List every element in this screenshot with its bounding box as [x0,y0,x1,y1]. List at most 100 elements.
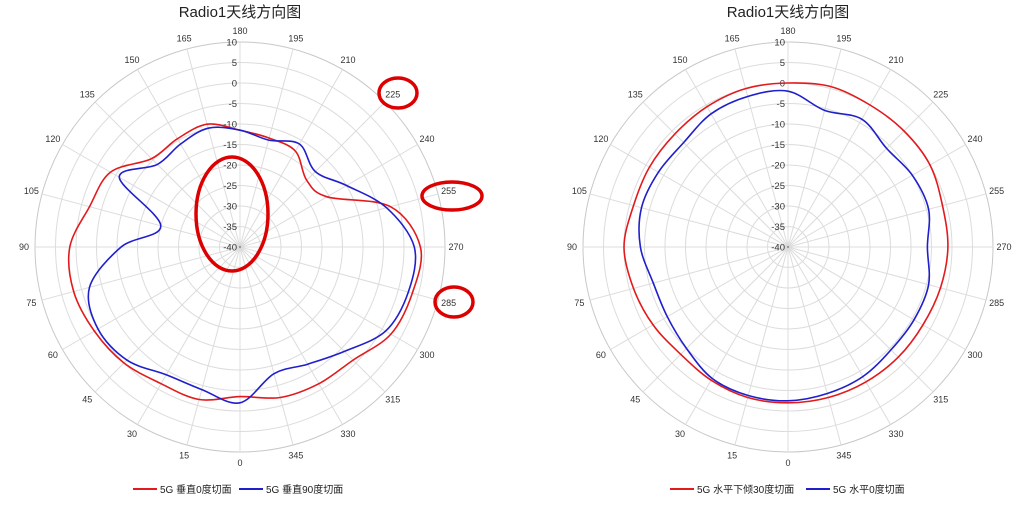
grid-spoke [239,246,439,301]
radial-tick-label: 0 [780,79,785,90]
angle-tick-label: 210 [340,55,355,65]
angle-tick-label: 255 [989,186,1004,196]
legend-label-series-2: 5G 水平0度切面 [833,483,905,496]
angle-tick-label: 315 [933,395,948,405]
angle-tick-label: 90 [19,242,29,252]
legend-label-series-2: 5G 垂直90度切面 [266,483,343,496]
radial-tick-label: -40 [223,243,237,254]
grid-spoke [642,246,789,393]
grid-spoke [610,144,789,248]
grid-spoke [239,48,294,248]
angle-tick-label: 120 [593,134,608,144]
angle-tick-label: 240 [968,134,983,144]
grid-spoke [787,246,842,446]
radial-tick-label: -25 [223,181,237,192]
left-polar-chart: Radio1天线方向图 0153045607590105120135150165… [19,4,484,496]
angle-tick-label: 195 [836,33,851,43]
angle-tick-label: 210 [888,55,903,65]
grid-spoke [137,246,241,425]
radial-tick-label: -35 [771,222,785,233]
left-radial-tick-labels: 10 5 0 -5 -10 -15 -20 -25 -30 -35 -40 [223,38,237,254]
grid-spoke [41,193,241,248]
radial-tick-label: -5 [777,99,785,110]
angle-tick-label: 225 [933,89,948,99]
grid-spoke [610,246,789,350]
grid-spoke [186,246,241,446]
angle-tick-label: 165 [725,33,740,43]
grid-spoke [734,246,789,446]
series-line-1 [623,82,949,404]
radial-tick-label: -20 [771,161,785,172]
grid-spoke [186,48,241,248]
radial-tick-label: 0 [232,79,237,90]
angle-tick-label: 60 [48,350,58,360]
radial-tick-label: -10 [223,120,237,131]
angle-tick-label: 150 [672,55,687,65]
radial-tick-label: 5 [780,58,785,69]
radial-tick-label: 10 [774,38,785,49]
angle-tick-label: 30 [675,429,685,439]
angle-tick-label: 285 [989,298,1004,308]
right-polar-grid [582,41,994,453]
right-radial-tick-labels: 10 5 0 -5 -10 -15 -20 -25 -30 -35 -40 [771,38,785,254]
grid-spoke [787,246,934,393]
right-legend: 5G 水平下倾30度切面 5G 水平0度切面 [670,483,905,496]
grid-spoke [787,48,842,248]
grid-spoke [94,101,241,248]
left-chart-title: Radio1天线方向图 [179,4,302,21]
grid-spoke [589,193,789,248]
grid-spoke [239,246,343,425]
radial-tick-label: -40 [771,243,785,254]
legend-label-series-1: 5G 水平下倾30度切面 [697,483,794,496]
grid-spoke [239,193,439,248]
left-legend: 5G 垂直0度切面 5G 垂直90度切面 [133,483,343,496]
grid-spoke [239,144,418,248]
grid-spoke [94,246,241,393]
right-chart-title: Radio1天线方向图 [727,4,850,21]
grid-spoke [787,246,966,350]
angle-tick-label: 330 [340,429,355,439]
series-line-2 [87,126,417,404]
grid-spoke [787,69,891,248]
radial-tick-label: -15 [223,140,237,151]
radial-tick-label: -30 [771,202,785,213]
polar-center-dot [786,245,790,249]
grid-spoke [787,246,987,301]
right-polar-chart: Radio1天线方向图 0153045607590105120135150165… [567,4,1012,496]
grid-spoke [62,144,241,248]
grid-spoke [137,69,241,248]
highlight-radial-scale-ellipse [194,155,270,273]
grid-spoke [685,246,789,425]
radial-tick-label: -35 [223,222,237,233]
grid-spoke [41,246,241,301]
angle-tick-label: 0 [237,458,242,468]
angle-tick-label: 45 [82,395,92,405]
radial-tick-label: -10 [771,120,785,131]
radial-tick-label: 10 [226,38,237,49]
angle-tick-label: 285 [441,298,456,308]
angle-tick-label: 240 [420,134,435,144]
angle-tick-label: 60 [596,350,606,360]
grid-spoke [239,101,386,248]
legend-label-series-1: 5G 垂直0度切面 [160,483,232,496]
angle-tick-label: 315 [385,395,400,405]
angle-tick-label: 270 [996,242,1011,252]
angle-tick-label: 270 [448,242,463,252]
radial-tick-label: -30 [223,202,237,213]
grid-spoke [787,246,891,425]
grid-spoke [62,246,241,350]
angle-tick-label: 300 [420,350,435,360]
angle-tick-label: 90 [567,242,577,252]
angle-tick-label: 135 [628,89,643,99]
radial-tick-label: 5 [232,58,237,69]
angle-tick-label: 135 [80,89,95,99]
angle-tick-label: 75 [574,298,584,308]
angle-tick-label: 255 [441,186,456,196]
grid-spoke [239,246,294,446]
angle-tick-label: 180 [780,26,795,36]
angle-tick-label: 225 [385,89,400,99]
left-polar-grid [34,41,446,453]
angle-tick-label: 105 [572,186,587,196]
angle-tick-label: 45 [630,395,640,405]
